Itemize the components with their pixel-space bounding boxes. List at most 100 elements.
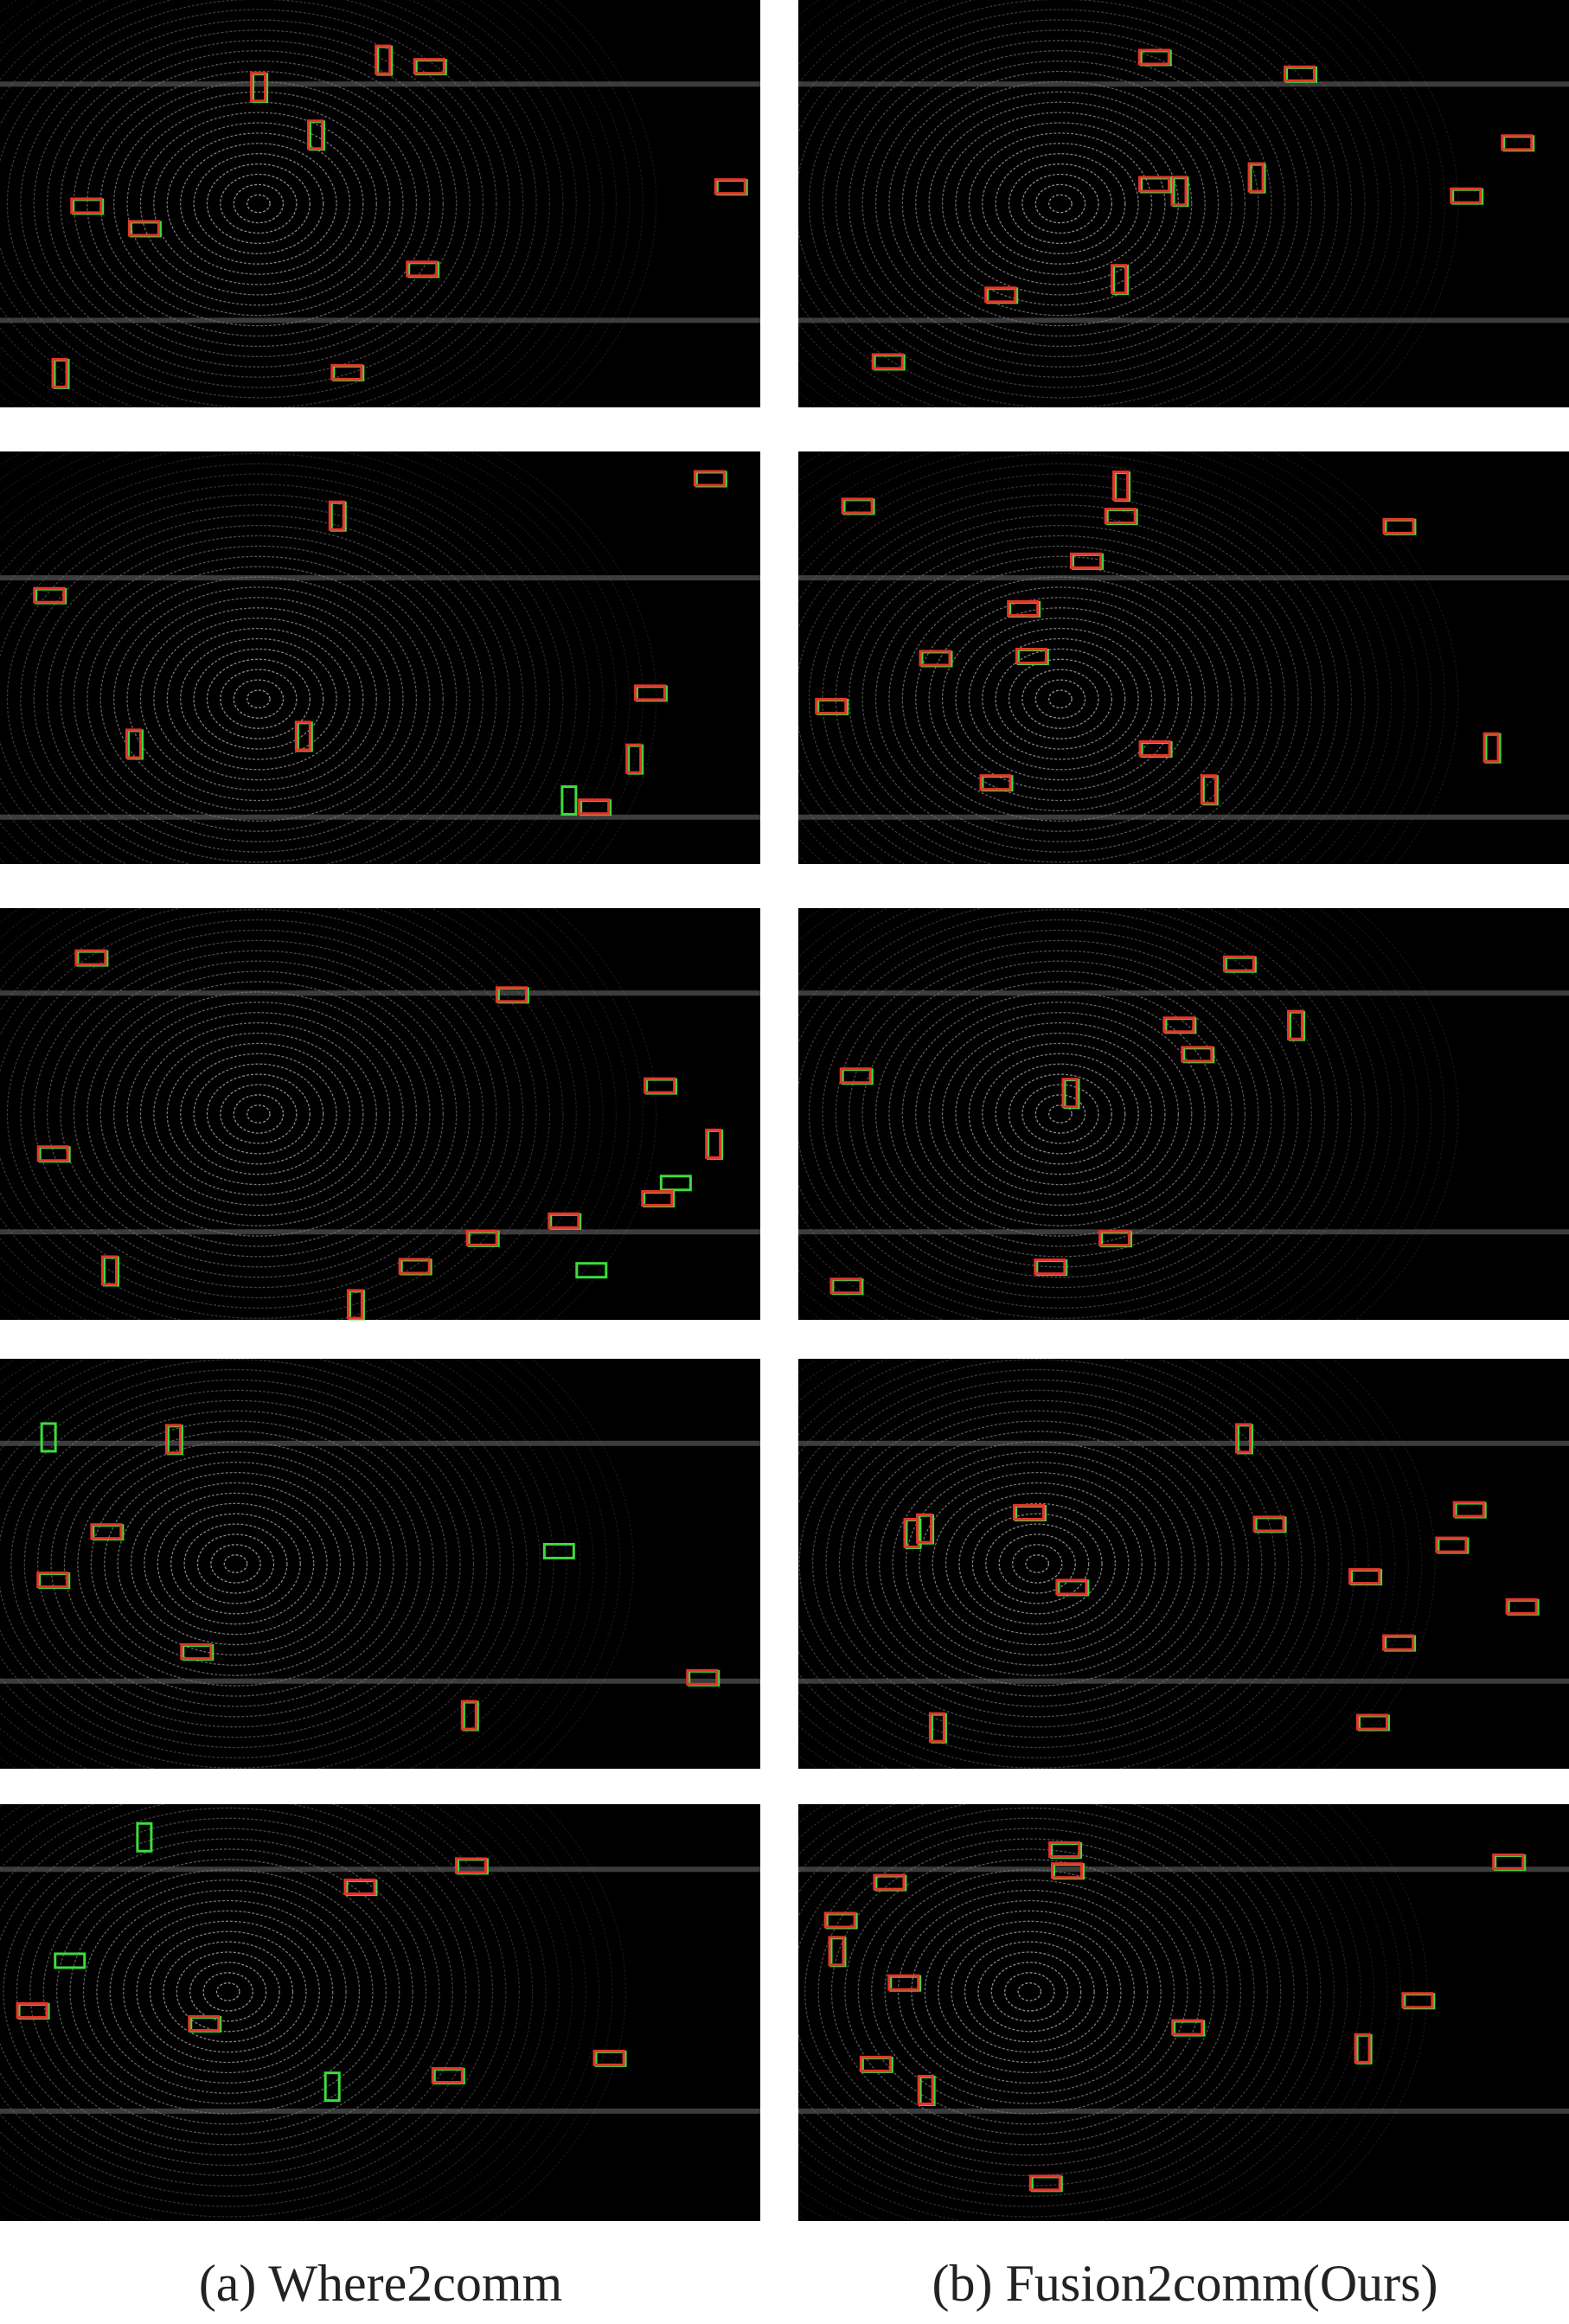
scan-ring <box>977 1951 1082 2033</box>
pred-box <box>460 1700 477 1731</box>
lidar-panel <box>798 1359 1569 1769</box>
scan-ring <box>535 908 644 1320</box>
pred-box <box>125 728 142 759</box>
pred-box <box>431 2067 464 2084</box>
scan-ring <box>56 1859 400 2125</box>
lidar-panel <box>0 1804 760 2221</box>
scan-ring <box>0 1804 507 2207</box>
scan-ring <box>861 50 1259 357</box>
scan-ring <box>513 1359 621 1769</box>
lidar-panel <box>0 908 760 1321</box>
pred-box <box>1055 1578 1088 1596</box>
scan-ring <box>1354 908 1459 1320</box>
scan-ring <box>20 515 497 864</box>
scan-ring <box>0 1804 480 2186</box>
scan-ring <box>233 1094 285 1134</box>
pred-box <box>36 1145 69 1162</box>
scan-ring <box>874 970 1246 1258</box>
scan-ring <box>0 1359 554 1769</box>
scan-ring <box>247 194 271 214</box>
scan-ring <box>47 40 471 368</box>
scan-ring <box>0 908 537 1320</box>
scan-ring <box>0 0 551 407</box>
gt-box <box>659 1175 692 1192</box>
pred-box <box>979 774 1012 791</box>
panel-background <box>0 451 760 864</box>
scan-ring <box>220 669 298 729</box>
scan-ring <box>888 70 1233 337</box>
scan-ring <box>144 1492 328 1636</box>
pred-box <box>398 1258 431 1275</box>
scan-ring <box>798 1359 1382 1769</box>
pred-box <box>343 1879 376 1896</box>
pred-box <box>330 363 363 381</box>
road-edge <box>798 814 1569 820</box>
scan-ring <box>0 463 564 864</box>
scan-ring <box>247 689 271 709</box>
scan-ring <box>553 908 657 1320</box>
scan-ring <box>798 1807 1268 2176</box>
scan-ring <box>798 908 1379 1320</box>
pred-box <box>841 497 874 515</box>
pred-box <box>1104 508 1137 525</box>
scan-ring <box>971 1513 1103 1615</box>
road-edge <box>798 1440 1569 1446</box>
lidar-panel <box>798 1804 1569 2221</box>
rings <box>0 0 760 407</box>
pred-box <box>644 1077 676 1094</box>
scan-ring <box>149 1930 307 2053</box>
scan-ring <box>0 1369 488 1758</box>
scan-ring <box>804 1817 1255 2167</box>
pred-box <box>823 1911 856 1929</box>
pred-box <box>705 1128 722 1159</box>
scan-ring <box>982 637 1139 760</box>
scan-ring <box>865 1431 1209 1697</box>
scan-ring <box>968 627 1153 771</box>
road-edge <box>0 1678 760 1684</box>
pred-box <box>1015 648 1047 665</box>
scan-ring <box>60 545 458 853</box>
scan-ring <box>233 183 285 224</box>
scan-ring <box>798 0 1326 407</box>
scan-ring <box>798 494 1326 864</box>
pred-box <box>33 586 66 604</box>
scan-ring <box>798 1359 1356 1769</box>
scan-ring <box>0 908 551 1320</box>
scan-ring <box>798 1804 1295 2197</box>
pred-box <box>714 178 746 195</box>
pred-box <box>916 1513 933 1544</box>
scan-ring <box>798 1359 1316 1769</box>
scan-ring <box>202 1972 253 2012</box>
scan-ring <box>822 929 1299 1299</box>
lidar-panel <box>0 0 760 407</box>
scan-ring <box>0 0 524 407</box>
pred-box <box>917 2074 934 2105</box>
pred-box <box>1171 2019 1204 2036</box>
scan-ring <box>193 153 324 254</box>
scan-ring <box>50 1420 421 1707</box>
pred-box <box>1028 2174 1061 2192</box>
lidar-panel <box>798 0 1569 407</box>
scan-ring <box>153 1032 364 1196</box>
pred-box <box>1505 1597 1538 1615</box>
scan-ring <box>113 1002 404 1226</box>
scan-ring <box>123 1910 334 2074</box>
road-edge <box>798 317 1569 323</box>
scan-ring <box>0 1807 467 2176</box>
pred-box <box>90 1523 123 1540</box>
scan-ring <box>196 1533 275 1594</box>
scan-ring <box>210 1544 261 1584</box>
scan-ring <box>1004 1972 1055 2012</box>
scan-ring <box>822 515 1299 864</box>
scan-ring <box>1314 1359 1423 1769</box>
scan-ring <box>113 586 404 812</box>
pred-box <box>413 58 445 75</box>
scan-ring <box>857 1859 1201 2125</box>
pred-box <box>887 1974 920 1991</box>
scan-ring <box>60 50 458 357</box>
pred-box <box>465 1229 498 1246</box>
rings <box>798 451 1569 864</box>
scan-ring <box>888 566 1233 832</box>
pred-box <box>984 286 1017 304</box>
